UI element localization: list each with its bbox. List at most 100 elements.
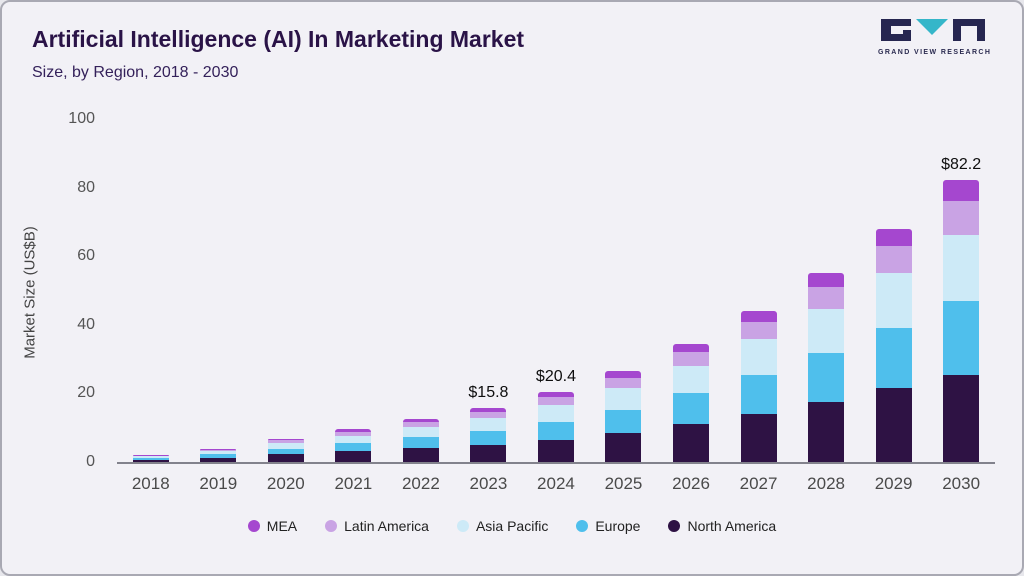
segment-north-america (537, 439, 574, 462)
y-axis-ticks: 0 20 40 60 80 100 (57, 110, 105, 470)
segment-mea (267, 438, 304, 441)
segment-europe (470, 430, 507, 445)
stacked-bar (200, 448, 237, 462)
bar-column (860, 119, 928, 462)
stacked-bar (470, 407, 507, 462)
x-axis-label: 2024 (537, 474, 575, 493)
segment-europe (740, 374, 777, 414)
stacked-bar (943, 180, 980, 462)
legend-item-north-america: North America (668, 518, 776, 534)
bar-column (590, 119, 658, 462)
segment-latin-america (335, 431, 372, 436)
segment-mea (943, 180, 980, 202)
segment-north-america (470, 444, 507, 462)
segment-north-america (740, 413, 777, 462)
bar-column (792, 119, 860, 462)
segment-asia-pacific (470, 418, 507, 431)
segment-asia-pacific (875, 273, 912, 328)
segment-mea (673, 343, 710, 353)
segment-latin-america (808, 287, 845, 310)
segment-europe (605, 409, 642, 433)
bar-column: $20.4 (522, 119, 590, 462)
bar-value-label: $20.4 (535, 368, 576, 386)
segment-latin-america (267, 440, 304, 444)
segment-north-america (808, 401, 845, 462)
bar-column (185, 119, 253, 462)
legend-item-mea: MEA (247, 518, 298, 534)
legend-item-asia-pacific: Asia Pacific (456, 518, 548, 534)
x-axis-label: 2020 (266, 474, 305, 493)
segment-mea (335, 429, 372, 432)
legend-swatch-icon (668, 520, 681, 532)
segment-mea (402, 419, 439, 423)
segment-mea (132, 455, 169, 456)
segment-asia-pacific (335, 435, 372, 444)
segment-latin-america (673, 352, 710, 366)
stacked-bar (740, 311, 777, 462)
segment-north-america (200, 457, 237, 462)
stacked-bar (673, 343, 710, 462)
chart-title: Artificial Intelligence (AI) In Marketin… (32, 26, 525, 52)
stacked-bar (335, 429, 372, 462)
bar-column (657, 119, 725, 462)
x-axis-label: 2028 (807, 474, 845, 493)
segment-north-america (335, 451, 372, 462)
segment-latin-america (402, 422, 439, 428)
legend-swatch-icon (325, 520, 338, 532)
segment-europe (402, 437, 439, 449)
segment-latin-america (470, 411, 507, 419)
segment-latin-america (740, 322, 777, 340)
chart-subtitle: Size, by Region, 2018 - 2030 (32, 64, 239, 81)
legend-label: Latin America (344, 518, 429, 534)
segment-europe (132, 457, 169, 460)
x-axis-label: 2027 (739, 474, 778, 493)
y-axis-title: Market Size (US$B) (21, 226, 39, 359)
legend-label: MEA (266, 518, 298, 534)
segment-europe (673, 393, 710, 425)
legend-swatch-icon (576, 520, 589, 532)
segment-asia-pacific (605, 388, 642, 410)
segment-mea (808, 273, 845, 288)
segment-mea (740, 311, 777, 323)
bar-column: $15.8 (455, 119, 523, 462)
chart-legend: MEA Latin America Asia Pacific Europe North … (2, 518, 1022, 534)
segment-asia-pacific (402, 427, 439, 438)
bar-column: $82.2 (927, 119, 995, 462)
x-axis-label: 2018 (131, 474, 170, 493)
stacked-bar (605, 371, 642, 462)
plot-area: $15.8 $20.4 $82.2 (117, 119, 995, 464)
segment-north-america (875, 388, 912, 462)
segment-mea (200, 448, 237, 450)
segment-latin-america (875, 245, 912, 274)
segment-north-america (402, 448, 439, 462)
segment-north-america (673, 424, 710, 462)
y-tick-label: 20 (77, 384, 95, 402)
legend-swatch-icon (247, 520, 260, 532)
x-axis-label: 2025 (604, 474, 643, 493)
bar-value-label: $15.8 (468, 383, 509, 401)
y-tick-label: 0 (86, 453, 95, 470)
segment-north-america (605, 432, 642, 462)
x-axis-label: 2021 (334, 474, 373, 493)
segment-asia-pacific (740, 339, 777, 375)
segment-europe (943, 300, 980, 375)
x-axis-labels: 2018 2019 2020 2021 2022 2023 2024 2025 2026 2027… (117, 474, 995, 494)
stacked-bar (402, 419, 439, 462)
bar-column (320, 119, 388, 462)
segment-latin-america (537, 397, 574, 406)
bar-column (387, 119, 455, 462)
segment-mea (537, 392, 574, 398)
segment-europe (335, 443, 372, 452)
bar-column (252, 119, 320, 462)
stacked-bar (808, 273, 845, 462)
y-tick-label: 100 (68, 110, 95, 127)
segment-asia-pacific (132, 456, 169, 458)
segment-north-america (267, 454, 304, 462)
segment-latin-america (943, 201, 980, 235)
segment-latin-america (200, 449, 237, 452)
segment-asia-pacific (267, 443, 304, 449)
segment-north-america (943, 374, 980, 462)
segment-europe (808, 352, 845, 402)
grand-view-research-logo: GRAND VIEW RESEARCH (878, 18, 990, 56)
